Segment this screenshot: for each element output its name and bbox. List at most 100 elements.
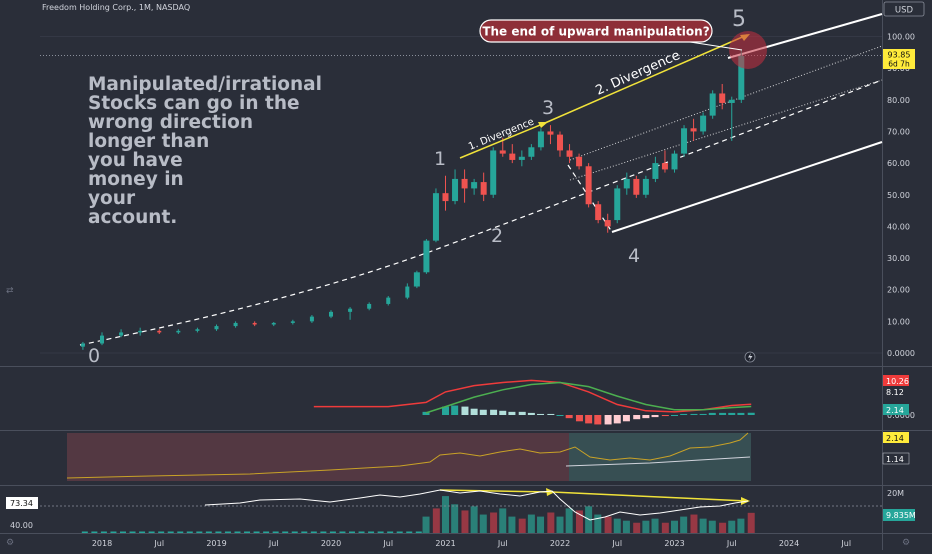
annotation-line-1: Manipulated/irrational	[88, 74, 322, 95]
candle-body	[642, 178, 649, 195]
macd-histogram-bar	[499, 410, 507, 415]
volume-bar	[490, 512, 498, 533]
candle-body	[681, 128, 688, 154]
annotation-line-4: longer than	[88, 131, 209, 152]
volume-bar	[556, 516, 564, 533]
scale-toggle-icon[interactable]: ⇄	[6, 286, 14, 296]
volume-bar	[253, 531, 260, 533]
lightning-icon[interactable]	[744, 351, 756, 363]
macd-histogram-bar	[556, 415, 564, 416]
volume-bar	[518, 518, 526, 533]
candle-body	[661, 163, 668, 170]
volume-bar	[339, 531, 346, 533]
volume-bar	[329, 531, 336, 533]
volume-bar	[148, 531, 155, 533]
trend-median-line	[79, 79, 883, 346]
settings-gear-icon[interactable]: ⚙	[6, 538, 14, 548]
macd-pane	[313, 379, 755, 425]
candle-body	[690, 128, 697, 132]
macd-histogram-bar	[470, 408, 478, 415]
indicator2-value: 2.14	[886, 434, 904, 443]
wave-labels: 0 1 2 3 4 5	[88, 7, 746, 367]
macd-histogram-bar	[547, 413, 555, 415]
volume-bar	[215, 531, 222, 533]
volume-pane	[81, 496, 755, 533]
candle-body	[432, 193, 439, 241]
volume-bar	[244, 531, 251, 533]
price-tick-label: 10.00	[887, 317, 910, 326]
candle-body	[386, 297, 391, 304]
candle-body	[671, 153, 678, 170]
macd-value: 10.26	[886, 377, 909, 386]
macd-histogram-bar	[422, 411, 430, 415]
callout[interactable]: The end of upward manipulation?	[479, 19, 743, 51]
volume-bar	[406, 531, 413, 533]
macd-histogram-bar	[699, 413, 707, 415]
candle-body	[652, 163, 659, 179]
macd-histogram-bar	[622, 415, 630, 422]
time-tick-label: Jul	[840, 539, 851, 548]
rsi-line	[204, 489, 749, 521]
last-price-countdown: 6d 7h	[888, 60, 910, 69]
histogram-value: 2.14	[886, 406, 904, 415]
indicator2-value-tag	[883, 432, 909, 443]
annotation-line-6: money in	[88, 169, 184, 190]
time-tick-label: Jul	[268, 539, 279, 548]
price-tick-label: 20.00	[887, 286, 910, 295]
volume-bar	[547, 512, 555, 533]
volume-bar	[396, 531, 403, 533]
volume-bar	[415, 531, 422, 533]
channel-quarter-line	[569, 79, 883, 181]
time-axis: 2018 Jul 2019 Jul 2020 Jul 2021 Jul 2022 Jul 2023 J…	[92, 539, 851, 548]
candle-body	[633, 178, 640, 195]
price-tick-label: 50.00	[887, 191, 910, 200]
macd-histogram-bar	[737, 412, 745, 415]
candle-body	[157, 330, 162, 333]
volume-bar	[310, 531, 317, 533]
volume-bar	[139, 531, 146, 533]
candle-body	[119, 332, 124, 336]
price-tick-label: 80.00	[887, 96, 910, 105]
volume-bar	[575, 510, 583, 533]
volume-value: 9.835M	[886, 511, 916, 520]
candle-body	[604, 220, 611, 227]
candle-body	[547, 131, 554, 135]
volume-bar	[368, 531, 375, 533]
macd-value-tag	[883, 375, 909, 386]
indicator2-signal-tag	[882, 452, 910, 465]
macd-histogram-bar	[651, 415, 659, 418]
volume-bar	[377, 531, 384, 533]
macd-histogram-bar	[747, 412, 755, 415]
volume-bar	[196, 531, 203, 533]
candle-body	[480, 182, 487, 195]
macd-histogram-bar	[613, 415, 621, 424]
volume-bar	[661, 522, 669, 533]
volume-bar	[224, 531, 231, 533]
volume-bar	[263, 531, 270, 533]
currency-box[interactable]	[883, 1, 925, 17]
candle-body	[233, 322, 238, 327]
candle-body	[423, 240, 430, 273]
candle-body	[442, 193, 449, 202]
candle-body	[728, 99, 735, 103]
settings-corner-icon[interactable]: ⚙	[902, 538, 910, 548]
macd-histogram-bar	[527, 412, 535, 415]
macd-histogram-bar	[671, 415, 678, 416]
candle-body	[719, 93, 726, 103]
volume-bar	[594, 514, 602, 533]
volume-bar	[119, 531, 126, 533]
volume-bar	[422, 516, 430, 533]
price-tick-label: 40.00	[887, 222, 910, 231]
volume-bar	[348, 531, 355, 533]
volume-bar	[461, 510, 469, 533]
volume-bar	[604, 516, 612, 533]
wave-label-1: 1	[434, 148, 446, 170]
volume-bar	[651, 518, 659, 533]
candle-body	[271, 322, 276, 325]
macd-histogram-bar	[479, 409, 487, 415]
candle-body	[80, 343, 85, 347]
annotation-line-5: you have	[88, 150, 183, 171]
callout-pointer	[689, 41, 743, 51]
